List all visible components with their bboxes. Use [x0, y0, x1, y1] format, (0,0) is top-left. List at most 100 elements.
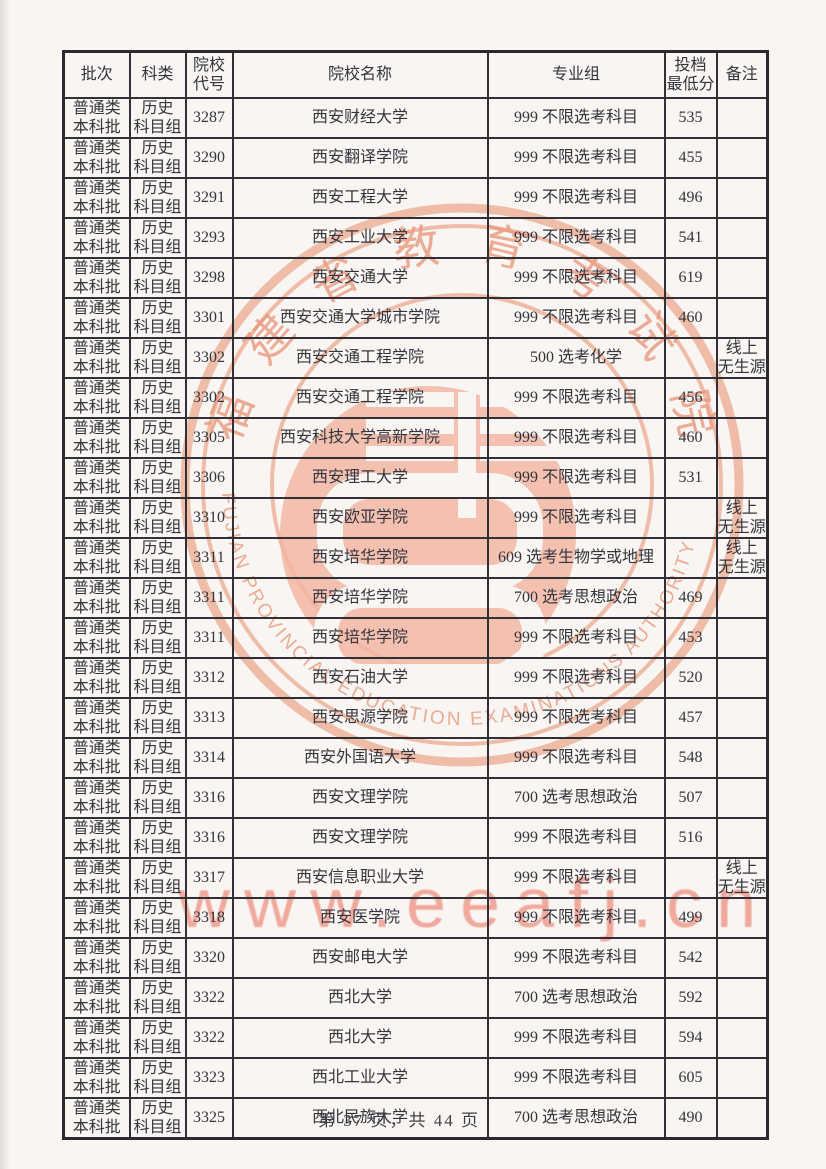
table-row: 普通类 本科批 历史 科目组 3322 西北大学 700 选考思想政治 592 — [62, 976, 769, 1019]
cell-remark — [715, 976, 769, 1019]
cell-subject: 历史 科目组 — [128, 256, 187, 299]
table-row: 普通类 本科批 历史 科目组 3314 西安外国语大学 999 不限选考科目 5… — [62, 736, 769, 779]
cell-major-group: 999 不限选考科目 — [486, 456, 666, 499]
table-row: 普通类 本科批 历史 科目组 3310 西安欧亚学院 999 不限选考科目 线上… — [62, 496, 769, 539]
table-row: 普通类 本科批 历史 科目组 3316 西安文理学院 700 选考思想政治 50… — [62, 776, 769, 819]
table-row: 普通类 本科批 历史 科目组 3316 西安文理学院 999 不限选考科目 51… — [62, 816, 769, 859]
table-row: 普通类 本科批 历史 科目组 3311 西安培华学院 700 选考思想政治 46… — [62, 576, 769, 619]
cell-institution-name: 西安理工大学 — [231, 456, 489, 499]
cell-major-group: 999 不限选考科目 — [486, 296, 666, 339]
cell-institution-code: 3302 — [184, 336, 234, 379]
cell-major-group: 700 选考思想政治 — [486, 976, 666, 1019]
cell-subject: 历史 科目组 — [128, 936, 187, 979]
cell-institution-code: 3298 — [184, 256, 234, 299]
cell-batch: 普通类 本科批 — [62, 896, 131, 939]
cell-batch: 普通类 本科批 — [62, 1096, 131, 1139]
cell-subject: 历史 科目组 — [128, 976, 187, 1019]
cell-major-group: 999 不限选考科目 — [486, 936, 666, 979]
cell-remark — [715, 896, 769, 939]
cell-min-score: 541 — [663, 216, 718, 259]
page-footer: 第 37 页，共 44 页 — [318, 1111, 480, 1130]
cell-institution-code: 3325 — [184, 1096, 234, 1139]
cell-institution-name: 西安科技大学高新学院 — [231, 416, 489, 459]
cell-institution-name: 西安交通大学 — [231, 256, 489, 299]
cell-remark: 线上 无生源 — [715, 336, 769, 379]
cell-batch: 普通类 本科批 — [62, 1056, 131, 1099]
cell-subject: 历史 科目组 — [128, 456, 187, 499]
table-row: 普通类 本科批 历史 科目组 3318 西安医学院 999 不限选考科目 499 — [62, 896, 769, 939]
cell-subject: 历史 科目组 — [128, 1056, 187, 1099]
cell-remark — [715, 696, 769, 739]
cell-batch: 普通类 本科批 — [62, 96, 131, 139]
col-header-score: 投档 最低分 — [663, 50, 718, 99]
cell-institution-code: 3287 — [184, 96, 234, 139]
cell-remark — [715, 256, 769, 299]
cell-major-group: 999 不限选考科目 — [486, 656, 666, 699]
cell-min-score: 496 — [663, 176, 718, 219]
cell-institution-code: 3290 — [184, 136, 234, 179]
cell-batch: 普通类 本科批 — [62, 216, 131, 259]
cell-min-score: 542 — [663, 936, 718, 979]
cell-major-group: 999 不限选考科目 — [486, 696, 666, 739]
cell-institution-code: 3320 — [184, 936, 234, 979]
cell-institution-name: 西安文理学院 — [231, 776, 489, 819]
cell-batch: 普通类 本科批 — [62, 1016, 131, 1059]
table-row: 普通类 本科批 历史 科目组 3311 西安培华学院 999 不限选考科目 45… — [62, 616, 769, 659]
cell-institution-code: 3291 — [184, 176, 234, 219]
cell-major-group: 999 不限选考科目 — [486, 376, 666, 419]
cell-min-score — [663, 336, 718, 379]
cell-institution-name: 西安交通大学城市学院 — [231, 296, 489, 339]
cell-subject: 历史 科目组 — [128, 856, 187, 899]
cell-institution-name: 西安工程大学 — [231, 176, 489, 219]
cell-major-group: 999 不限选考科目 — [486, 136, 666, 179]
table-row: 普通类 本科批 历史 科目组 3298 西安交通大学 999 不限选考科目 61… — [62, 256, 769, 299]
cell-institution-name: 西安翻译学院 — [231, 136, 489, 179]
cell-subject: 历史 科目组 — [128, 376, 187, 419]
cell-institution-name: 西安工业大学 — [231, 216, 489, 259]
cell-major-group: 999 不限选考科目 — [486, 96, 666, 139]
cell-min-score: 456 — [663, 376, 718, 419]
cell-subject: 历史 科目组 — [128, 216, 187, 259]
cell-subject: 历史 科目组 — [128, 656, 187, 699]
cell-remark: 线上 无生源 — [715, 496, 769, 539]
cell-remark — [715, 936, 769, 979]
cell-institution-code: 3293 — [184, 216, 234, 259]
cell-major-group: 700 选考思想政治 — [486, 576, 666, 619]
cell-institution-code: 3314 — [184, 736, 234, 779]
cell-major-group: 700 选考思想政治 — [486, 776, 666, 819]
cell-remark — [715, 416, 769, 459]
cell-institution-name: 西安医学院 — [231, 896, 489, 939]
cell-remark — [715, 816, 769, 859]
cell-subject: 历史 科目组 — [128, 1016, 187, 1059]
cell-remark — [715, 216, 769, 259]
cell-min-score — [663, 536, 718, 579]
cell-min-score: 499 — [663, 896, 718, 939]
cell-major-group: 700 选考思想政治 — [486, 1096, 666, 1139]
cell-institution-code: 3316 — [184, 776, 234, 819]
table-row: 普通类 本科批 历史 科目组 3322 西北大学 999 不限选考科目 594 — [62, 1016, 769, 1059]
cell-institution-code: 3312 — [184, 656, 234, 699]
cell-batch: 普通类 本科批 — [62, 616, 131, 659]
table-row: 普通类 本科批 历史 科目组 3320 西安邮电大学 999 不限选考科目 54… — [62, 936, 769, 979]
cell-batch: 普通类 本科批 — [62, 136, 131, 179]
table-header: 批次 科类 院校 代号 院校名称 专业组 投档 最低分 备注 — [62, 50, 769, 99]
cell-remark — [715, 96, 769, 139]
cell-institution-code: 3323 — [184, 1056, 234, 1099]
cell-batch: 普通类 本科批 — [62, 816, 131, 859]
cell-min-score: 619 — [663, 256, 718, 299]
cell-min-score: 592 — [663, 976, 718, 1019]
cell-min-score: 490 — [663, 1096, 718, 1139]
cell-remark — [715, 576, 769, 619]
scan-edge-shadow — [0, 0, 10, 1169]
cell-min-score: 455 — [663, 136, 718, 179]
cell-institution-name: 西北民族大学 — [231, 1096, 489, 1139]
cell-subject: 历史 科目组 — [128, 176, 187, 219]
cell-major-group: 999 不限选考科目 — [486, 496, 666, 539]
cell-batch: 普通类 本科批 — [62, 976, 131, 1019]
cell-institution-name: 西安文理学院 — [231, 816, 489, 859]
cell-institution-name: 西安培华学院 — [231, 576, 489, 619]
cell-subject: 历史 科目组 — [128, 496, 187, 539]
cell-institution-code: 3311 — [184, 616, 234, 659]
cell-subject: 历史 科目组 — [128, 136, 187, 179]
cell-institution-name: 西安培华学院 — [231, 616, 489, 659]
